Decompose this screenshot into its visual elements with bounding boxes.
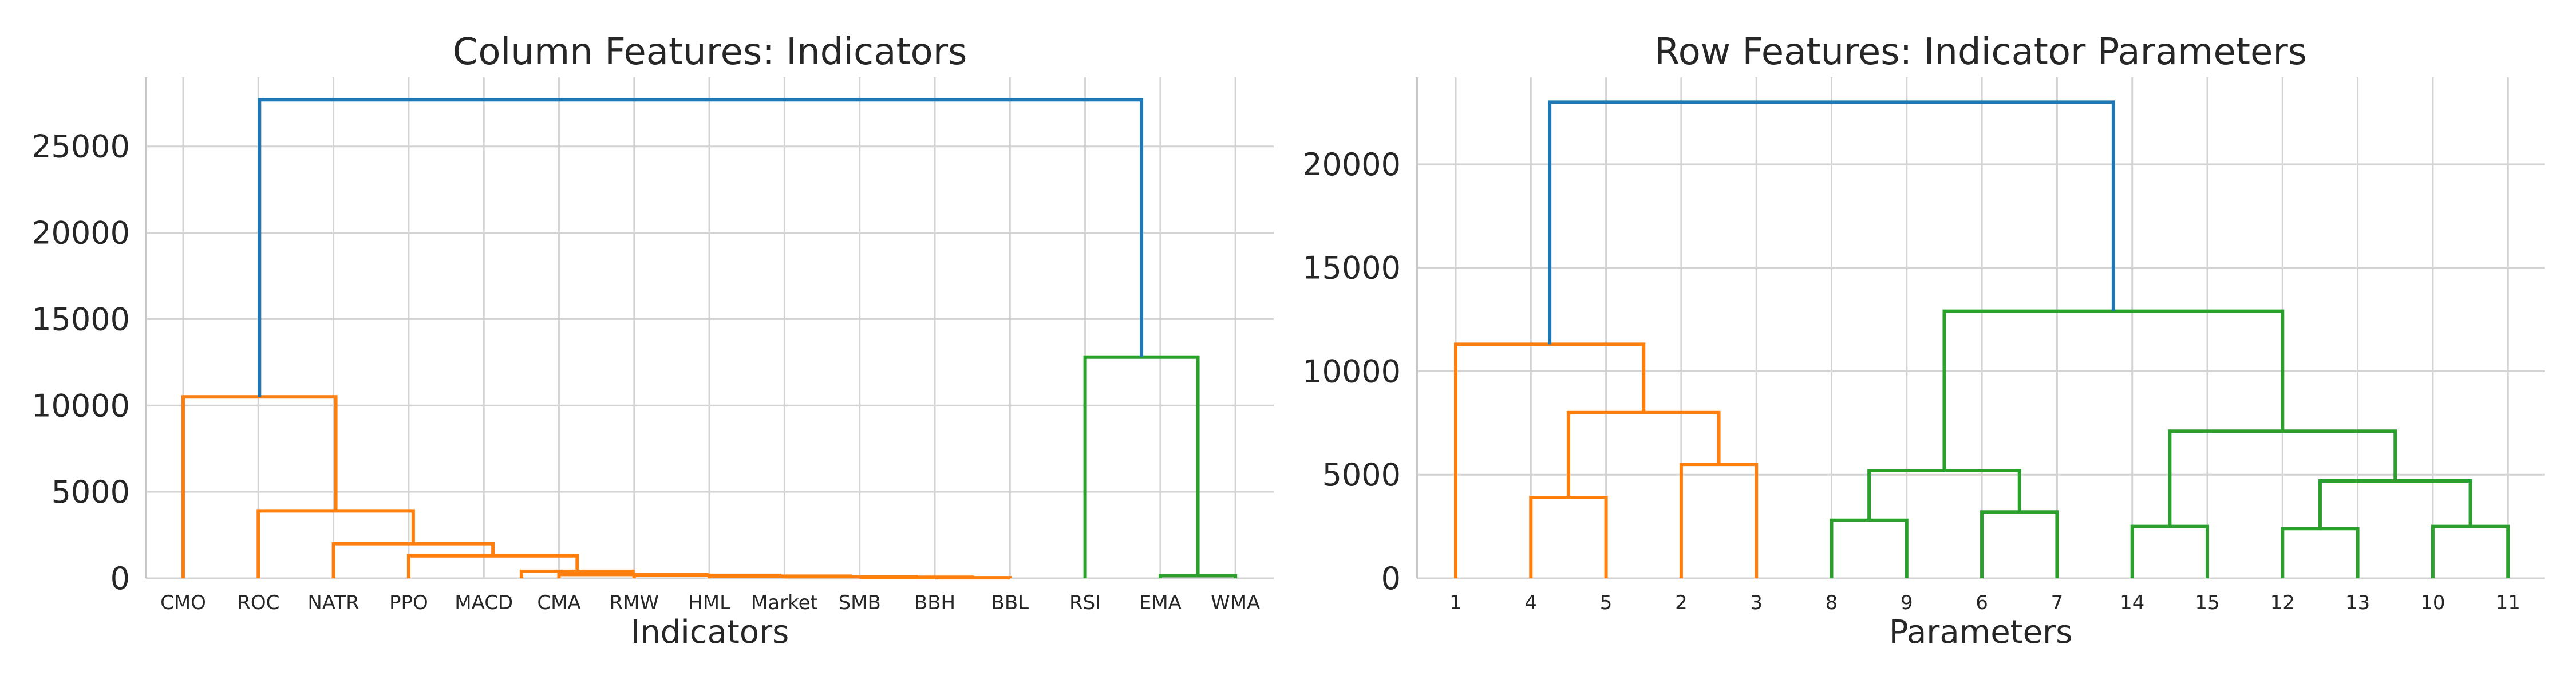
x-tick-label: 7 xyxy=(2051,591,2064,614)
x-tick-label: 4 xyxy=(1524,591,1537,614)
x-tick-label: HML xyxy=(688,591,730,614)
x-tick-label: ROC xyxy=(237,591,279,614)
dendrogram-link xyxy=(2130,524,2209,578)
x-tick-label: 14 xyxy=(2120,591,2144,614)
x-tick-label: BBL xyxy=(991,591,1029,614)
x-tick-label: MACD xyxy=(455,591,513,614)
dendrogram-link xyxy=(181,395,338,578)
x-tick-label: 2 xyxy=(1675,591,1688,614)
y-tick-label: 10000 xyxy=(1302,353,1401,389)
x-tick-label: Market xyxy=(751,591,818,614)
y-tick-label: 5000 xyxy=(52,474,130,510)
dendrogram-link xyxy=(256,509,415,578)
dendrogram-link xyxy=(2431,524,2510,578)
y-tick-label: 0 xyxy=(110,560,130,597)
y-tick-label: 0 xyxy=(1381,560,1401,597)
x-tick-label: BBH xyxy=(914,591,955,614)
dendrogram-link xyxy=(1679,463,1759,578)
x-tick-label: 15 xyxy=(2195,591,2219,614)
chart-title: Row Features: Indicator Parameters xyxy=(1654,31,2307,73)
x-tick-label: PPO xyxy=(389,591,428,614)
x-tick-label: 10 xyxy=(2420,591,2445,614)
dendrogram-link xyxy=(258,98,1144,397)
x-tick-label: 3 xyxy=(1750,591,1763,614)
x-tick-label: 5 xyxy=(1600,591,1613,614)
y-tick-label: 15000 xyxy=(31,301,130,337)
dendrogram-link xyxy=(406,554,579,578)
y-tick-label: 5000 xyxy=(1322,457,1401,493)
x-tick-label: 6 xyxy=(1976,591,1988,614)
x-tick-label: CMO xyxy=(160,591,206,614)
dendrogram-link xyxy=(2318,479,2472,529)
x-tick-label: 13 xyxy=(2345,591,2370,614)
x-tick-label: RMW xyxy=(610,591,659,614)
chart-panel-1: 0 5000 10000 15000 20000 25000 CMO ROC NATR PPO MA… xyxy=(31,31,1274,651)
dendrogram-link xyxy=(2281,527,2360,578)
x-tick-label: 8 xyxy=(1826,591,1838,614)
x-tick-label: WMA xyxy=(1211,591,1260,614)
x-tick-label: RSI xyxy=(1069,591,1101,614)
y-tick-label: 25000 xyxy=(31,129,130,165)
x-axis-label: Indicators xyxy=(631,614,789,651)
dendrogram-link xyxy=(1454,342,1646,578)
dendrogram-link xyxy=(1083,355,1200,578)
dendrogram-link xyxy=(1548,100,2115,345)
x-tick-label: SMB xyxy=(839,591,881,614)
dendrogram-link xyxy=(331,542,495,578)
x-tick-label: EMA xyxy=(1139,591,1182,614)
y-tick-label: 20000 xyxy=(1302,147,1401,183)
x-tick-label: CMA xyxy=(537,591,580,614)
dendrogram-link xyxy=(1830,518,1909,578)
dendrogram-link xyxy=(1529,495,1608,578)
x-axis-label: Parameters xyxy=(1889,614,2073,651)
chart-title: Column Features: Indicators xyxy=(453,31,967,73)
dendrogram-link xyxy=(1942,309,2285,471)
x-tick-label: 9 xyxy=(1901,591,1913,614)
y-tick-label: 20000 xyxy=(31,215,130,251)
dendrogram-link xyxy=(708,574,852,578)
x-tick-label: 11 xyxy=(2496,591,2520,614)
x-tick-label: NATR xyxy=(307,591,359,614)
x-tick-label: 1 xyxy=(1449,591,1462,614)
y-tick-label: 10000 xyxy=(31,388,130,424)
x-tick-label: 12 xyxy=(2270,591,2295,614)
y-tick-label: 15000 xyxy=(1302,250,1401,286)
dendrogram-link xyxy=(1566,410,1721,498)
dendrogram-link xyxy=(1980,510,2059,578)
